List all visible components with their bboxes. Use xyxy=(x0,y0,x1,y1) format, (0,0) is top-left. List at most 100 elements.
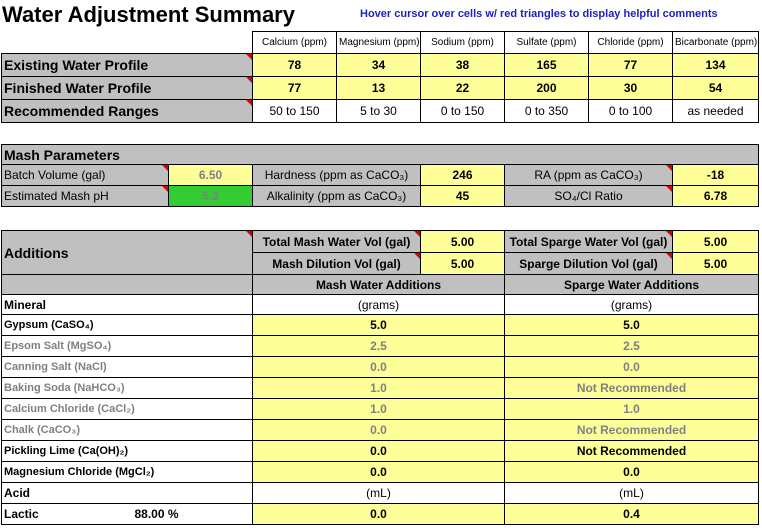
mineral-sparge-input[interactable]: 2.5 xyxy=(504,335,759,357)
estimated-mash-ph-label[interactable]: Estimated Mash pH xyxy=(1,185,169,207)
mineral-name: Canning Salt (NaCl) xyxy=(1,356,253,378)
mineral-name: Gypsum (CaSO₄) xyxy=(1,314,253,336)
existing-chloride[interactable]: 77 xyxy=(588,53,673,77)
alkalinity-value: 45 xyxy=(420,185,505,207)
ion-header-calcium: Calcium (ppm) xyxy=(252,31,337,54)
mineral-name: Magnesium Chloride (MgCl₂) xyxy=(1,461,253,483)
mash-additions-header: Mash Water Additions xyxy=(252,274,505,295)
additions-header[interactable]: Additions xyxy=(1,230,253,275)
range-sulfate: 0 to 350 xyxy=(504,99,589,123)
mineral-rows: Gypsum (CaSO₄) 5.0 5.0 Epsom Salt (MgSO₄) 2.… xyxy=(1,314,759,483)
mineral-row: Pickling Lime (Ca(OH)₂) 0.0 Not Recommende… xyxy=(1,440,759,462)
existing-magnesium[interactable]: 34 xyxy=(336,53,421,77)
ion-header-bicarbonate: Bicarbonate (ppm) xyxy=(672,31,759,54)
mineral-mash-input[interactable]: 0.0 xyxy=(252,419,505,441)
mineral-mash-input[interactable]: 1.0 xyxy=(252,398,505,420)
mineral-row: Baking Soda (NaHCO₃) 1.0 Not Recommended xyxy=(1,377,759,399)
additions-table: Additions Total Mash Water Vol (gal) 5.0… xyxy=(1,230,759,525)
page-title: Water Adjustment Summary xyxy=(2,2,295,27)
mineral-row: Magnesium Chloride (MgCl₂) 0.0 0.0 xyxy=(1,461,759,483)
mineral-row: Gypsum (CaSO₄) 5.0 5.0 xyxy=(1,314,759,336)
mineral-name: Calcium Chloride (CaCl₂) xyxy=(1,398,253,420)
mash-grams-unit: (grams) xyxy=(252,294,505,315)
sparge-ml-unit: (mL) xyxy=(504,482,759,504)
range-calcium: 50 to 150 xyxy=(252,99,337,123)
mineral-name: Chalk (CaCO₃) xyxy=(1,419,253,441)
mineral-header: Mineral xyxy=(1,294,253,315)
finished-calcium: 77 xyxy=(252,76,337,100)
mineral-mash-input[interactable]: 0.0 xyxy=(252,356,505,378)
alkalinity-label: Alkalinity (ppm as CaCO₃) xyxy=(252,185,421,207)
batch-volume-label[interactable]: Batch Volume (gal) xyxy=(1,164,169,186)
mineral-mash-input[interactable]: 5.0 xyxy=(252,314,505,336)
acid-row-label: Lactic 88.00 % xyxy=(1,503,253,525)
total-mash-water-label[interactable]: Total Mash Water Vol (gal) xyxy=(252,230,421,253)
mineral-sparge-input[interactable]: 0.0 xyxy=(504,356,759,378)
so4-cl-ratio-label[interactable]: SO₄/Cl Ratio xyxy=(504,185,673,207)
mineral-row: Calcium Chloride (CaCl₂) 1.0 1.0 xyxy=(1,398,759,420)
mash-dilution-label[interactable]: Mash Dilution Vol (gal) xyxy=(252,252,421,275)
finished-magnesium: 13 xyxy=(336,76,421,100)
existing-sulfate[interactable]: 165 xyxy=(504,53,589,77)
ion-header-chloride: Chloride (ppm) xyxy=(588,31,673,54)
batch-volume-input[interactable]: 6.50 xyxy=(168,164,253,186)
acid-name: Lactic xyxy=(4,507,39,521)
acid-sparge-input[interactable]: 0.4 xyxy=(504,503,759,525)
acid-header: Acid xyxy=(1,482,253,504)
mineral-row: Epsom Salt (MgSO₄) 2.5 2.5 xyxy=(1,335,759,357)
mineral-sparge-input[interactable]: 1.0 xyxy=(504,398,759,420)
mineral-sparge-input[interactable]: Not Recommended xyxy=(504,419,759,441)
range-sodium: 0 to 150 xyxy=(420,99,505,123)
acid-mash-input[interactable]: 0.0 xyxy=(252,503,505,525)
mineral-sparge-input[interactable]: 5.0 xyxy=(504,314,759,336)
mineral-sparge-input[interactable]: Not Recommended xyxy=(504,440,759,462)
finished-sodium: 22 xyxy=(420,76,505,100)
mineral-name: Pickling Lime (Ca(OH)₂) xyxy=(1,440,253,462)
mineral-name: Baking Soda (NaHCO₃) xyxy=(1,377,253,399)
existing-sodium[interactable]: 38 xyxy=(420,53,505,77)
recommended-ranges-label[interactable]: Recommended Ranges xyxy=(1,99,253,123)
mineral-mash-input[interactable]: 0.0 xyxy=(252,461,505,483)
mash-parameters-header: Mash Parameters xyxy=(0,144,760,165)
ra-label[interactable]: RA (ppm as CaCO₃) xyxy=(504,164,673,186)
mash-ml-unit: (mL) xyxy=(252,482,505,504)
hardness-value: 246 xyxy=(420,164,505,186)
existing-profile-label[interactable]: Existing Water Profile xyxy=(1,53,253,77)
ion-header-sodium: Sodium (ppm) xyxy=(420,31,505,54)
range-chloride: 0 to 100 xyxy=(588,99,673,123)
mineral-row: Canning Salt (NaCl) 0.0 0.0 xyxy=(1,356,759,378)
finished-bicarbonate: 54 xyxy=(672,76,759,100)
total-sparge-water-input[interactable]: 5.00 xyxy=(672,230,759,253)
total-sparge-water-label[interactable]: Total Sparge Water Vol (gal) xyxy=(504,230,673,253)
mash-dilution-input[interactable]: 5.00 xyxy=(420,252,505,275)
finished-sulfate: 200 xyxy=(504,76,589,100)
water-profile-table: Calcium (ppm) Magnesium (ppm) Sodium (pp… xyxy=(1,31,759,123)
range-magnesium: 5 to 30 xyxy=(336,99,421,123)
mineral-row: Chalk (CaCO₃) 0.0 Not Recommended xyxy=(1,419,759,441)
sparge-dilution-label[interactable]: Sparge Dilution Vol (gal) xyxy=(504,252,673,275)
finished-chloride: 30 xyxy=(588,76,673,100)
finished-profile-label[interactable]: Finished Water Profile xyxy=(1,76,253,100)
sparge-grams-unit: (grams) xyxy=(504,294,759,315)
mineral-sparge-input[interactable]: 0.0 xyxy=(504,461,759,483)
range-bicarbonate: as needed xyxy=(672,99,759,123)
ion-header-sulfate: Sulfate (ppm) xyxy=(504,31,589,54)
existing-calcium[interactable]: 78 xyxy=(252,53,337,77)
mash-parameters-table: Mash Parameters Batch Volume (gal) 6.50 … xyxy=(0,144,760,207)
acid-strength[interactable]: 88.00 % xyxy=(134,507,179,521)
sparge-dilution-input[interactable]: 5.00 xyxy=(672,252,759,275)
mineral-mash-input[interactable]: 1.0 xyxy=(252,377,505,399)
hardness-label: Hardness (ppm as CaCO₃) xyxy=(252,164,421,186)
hint-text: Hover cursor over cells w/ red triangles… xyxy=(360,8,718,20)
estimated-mash-ph-value: 5.3 xyxy=(168,185,253,207)
mineral-mash-input[interactable]: 2.5 xyxy=(252,335,505,357)
mineral-name: Epsom Salt (MgSO₄) xyxy=(1,335,253,357)
so4-cl-ratio-value: 6.78 xyxy=(671,185,760,207)
mineral-sparge-input[interactable]: Not Recommended xyxy=(504,377,759,399)
mineral-mash-input[interactable]: 0.0 xyxy=(252,440,505,462)
existing-bicarbonate[interactable]: 134 xyxy=(672,53,759,77)
sparge-additions-header: Sparge Water Additions xyxy=(504,274,759,295)
additions-blank-cell xyxy=(1,274,253,295)
total-mash-water-input[interactable]: 5.00 xyxy=(420,230,505,253)
ion-header-magnesium: Magnesium (ppm) xyxy=(336,31,421,54)
